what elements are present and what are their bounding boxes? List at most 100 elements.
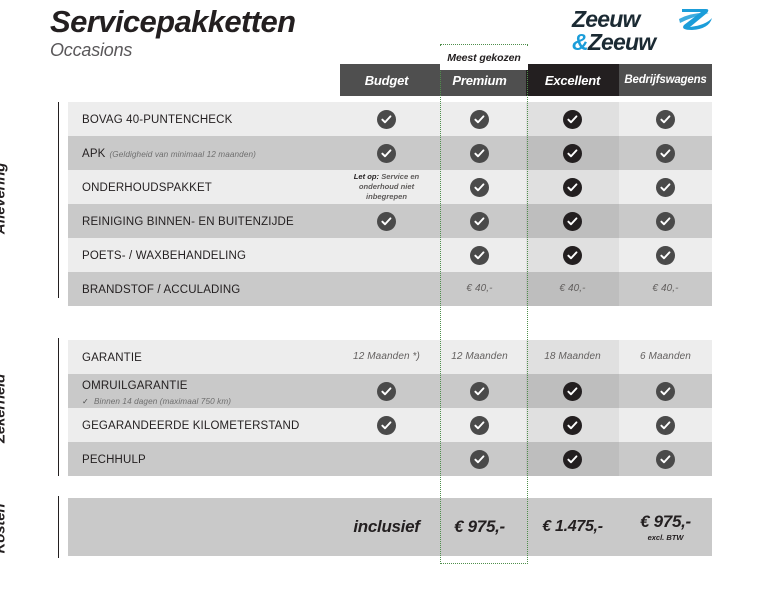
row-label-line: GEGARANDEERDE KILOMETERSTAND [82, 416, 340, 434]
table-row: GARANTIE 12 Maanden *) 12 Maanden 18 Maa… [68, 340, 712, 374]
price-value: inclusief [353, 517, 420, 536]
check-icon [470, 143, 489, 163]
cell-excellent: 18 Maanden [526, 340, 619, 374]
fine-print: Het Excellent-servicepakket kan uitsluit… [718, 0, 764, 58]
cell-bedrijfswagens [619, 238, 712, 272]
row-label: REINIGING BINNEN- EN BUITENZIJDE [68, 204, 340, 238]
fine-print-line-3: Pechhulp en Accu Health Check kan alleen… [736, 0, 745, 58]
check-icon [377, 381, 396, 401]
check-icon [656, 415, 675, 435]
cell-excellent: € 40,- [526, 272, 619, 306]
row-label: APK (Geldigheid van minimaal 12 maanden) [68, 136, 340, 170]
row-label-text: BOVAG 40-PUNTENCHECK [82, 114, 233, 126]
cell-premium [433, 136, 526, 170]
price-budget: inclusief [340, 498, 433, 556]
check-icon [470, 109, 489, 129]
column-header-budget[interactable]: Budget [340, 64, 433, 96]
logo-ampersand: & [572, 29, 589, 56]
table-row: APK (Geldigheid van minimaal 12 maanden) [68, 136, 712, 170]
column-header-excellent[interactable]: Excellent [526, 64, 619, 96]
section-label-zekerheid: Zekerheid [0, 373, 9, 444]
check-icon [377, 109, 396, 129]
row-label-line: REINIGING BINNEN- EN BUITENZIJDE [82, 212, 340, 230]
cell-note: Let op: Service en onderhoud niet inbegr… [340, 172, 433, 202]
check-icon [470, 449, 489, 469]
cell-budget [340, 272, 433, 306]
check-icon [470, 381, 489, 401]
cell-value: 12 Maanden *) [353, 350, 420, 362]
logo-line-2-text: Zeeuw [587, 29, 656, 56]
cell-premium [433, 374, 526, 408]
check-icon [563, 211, 582, 231]
check-icon [563, 177, 582, 197]
table-row: PECHHULP [68, 442, 712, 476]
row-label-sub-text: Binnen 14 dagen (maximaal 750 km) [93, 397, 232, 406]
row-label-text: BRANDSTOF / ACCULADING [82, 284, 241, 296]
section-rule-kosten [58, 496, 59, 558]
page-title: Servicepakketten [50, 4, 296, 39]
cell-bedrijfswagens: € 40,- [619, 272, 712, 306]
check-icon [377, 211, 396, 231]
row-label-line: PECHHULP [82, 450, 340, 468]
row-label-line: BOVAG 40-PUNTENCHECK [82, 110, 340, 128]
cell-bedrijfswagens [619, 408, 712, 442]
table-row: GEGARANDEERDE KILOMETERSTAND [68, 408, 712, 442]
cell-excellent [526, 238, 619, 272]
table-row: OMRUILGARANTIE ✓ Binnen 14 dagen (maximaa… [68, 374, 712, 408]
cell-bedrijfswagens [619, 170, 712, 204]
row-label-text: GEGARANDEERDE KILOMETERSTAND [82, 420, 300, 432]
row-label-line: BRANDSTOF / ACCULADING [82, 280, 340, 298]
check-icon [470, 211, 489, 231]
row-label-text: REINIGING BINNEN- EN BUITENZIJDE [82, 216, 294, 228]
cell-value: € 40,- [559, 282, 586, 294]
cell-bedrijfswagens [619, 204, 712, 238]
row-label-text: POETS- / WAXBEHANDELING [82, 250, 247, 262]
check-icon [656, 449, 675, 469]
check-icon [563, 109, 582, 129]
cell-budget [340, 408, 433, 442]
logo-line-2: &Zeeuw [572, 29, 712, 56]
price-bedrijfswagens: € 975,- excl. BTW [619, 498, 712, 556]
row-label-text: ONDERHOUDSPAKKET [82, 182, 212, 194]
row-label-line: ONDERHOUDSPAKKET [82, 178, 340, 196]
row-label-text: GARANTIE [82, 352, 142, 364]
cell-premium: 12 Maanden [433, 340, 526, 374]
check-icon [656, 381, 675, 401]
cell-excellent [526, 442, 619, 476]
cell-value: 18 Maanden [544, 350, 601, 362]
cell-excellent [526, 136, 619, 170]
price-value: € 1.475,- [542, 518, 603, 535]
cell-bedrijfswagens [619, 374, 712, 408]
table-row: REINIGING BINNEN- EN BUITENZIJDE [68, 204, 712, 238]
price-excellent: € 1.475,- [526, 498, 619, 556]
fine-print-line-1: Het Excellent-servicepakket kan uitsluit… [755, 0, 764, 58]
table-row: BRANDSTOF / ACCULADING € 40,- € 40,- € 4… [68, 272, 712, 306]
section-rule-zekerheid [58, 338, 59, 476]
fine-print-line-2: Services en Uitdeuken zonder spuiten zij… [745, 0, 754, 58]
cell-value: € 40,- [466, 282, 493, 294]
cell-excellent [526, 170, 619, 204]
check-icon [377, 415, 396, 435]
cell-budget [340, 238, 433, 272]
row-label: BOVAG 40-PUNTENCHECK [68, 102, 340, 136]
logo-swoosh-icon [679, 9, 712, 30]
cell-budget [340, 374, 433, 408]
section-label-aflevering: Aflevering [0, 162, 9, 235]
cell-premium [433, 170, 526, 204]
check-icon [377, 143, 396, 163]
check-icon [656, 211, 675, 231]
row-label-line: GARANTIE [82, 348, 340, 366]
check-icon [656, 143, 675, 163]
column-header-row: Budget Premium Excellent Bedrijfswagens [340, 64, 712, 96]
table-row: ONDERHOUDSPAKKET Let op: Service en onde… [68, 170, 712, 204]
row-label-text: OMRUILGARANTIE [82, 380, 188, 392]
table-row: BOVAG 40-PUNTENCHECK [68, 102, 712, 136]
cell-excellent [526, 204, 619, 238]
cell-bedrijfswagens [619, 136, 712, 170]
row-label-text: PECHHULP [82, 454, 146, 466]
column-header-bedrijfswagens[interactable]: Bedrijfswagens [619, 64, 712, 96]
fine-print-line-4: *) 12 maanden garantie is geldig op pers… [727, 0, 736, 58]
check-icon [563, 143, 582, 163]
cell-budget [340, 136, 433, 170]
row-label-line: OMRUILGARANTIE [82, 376, 340, 394]
